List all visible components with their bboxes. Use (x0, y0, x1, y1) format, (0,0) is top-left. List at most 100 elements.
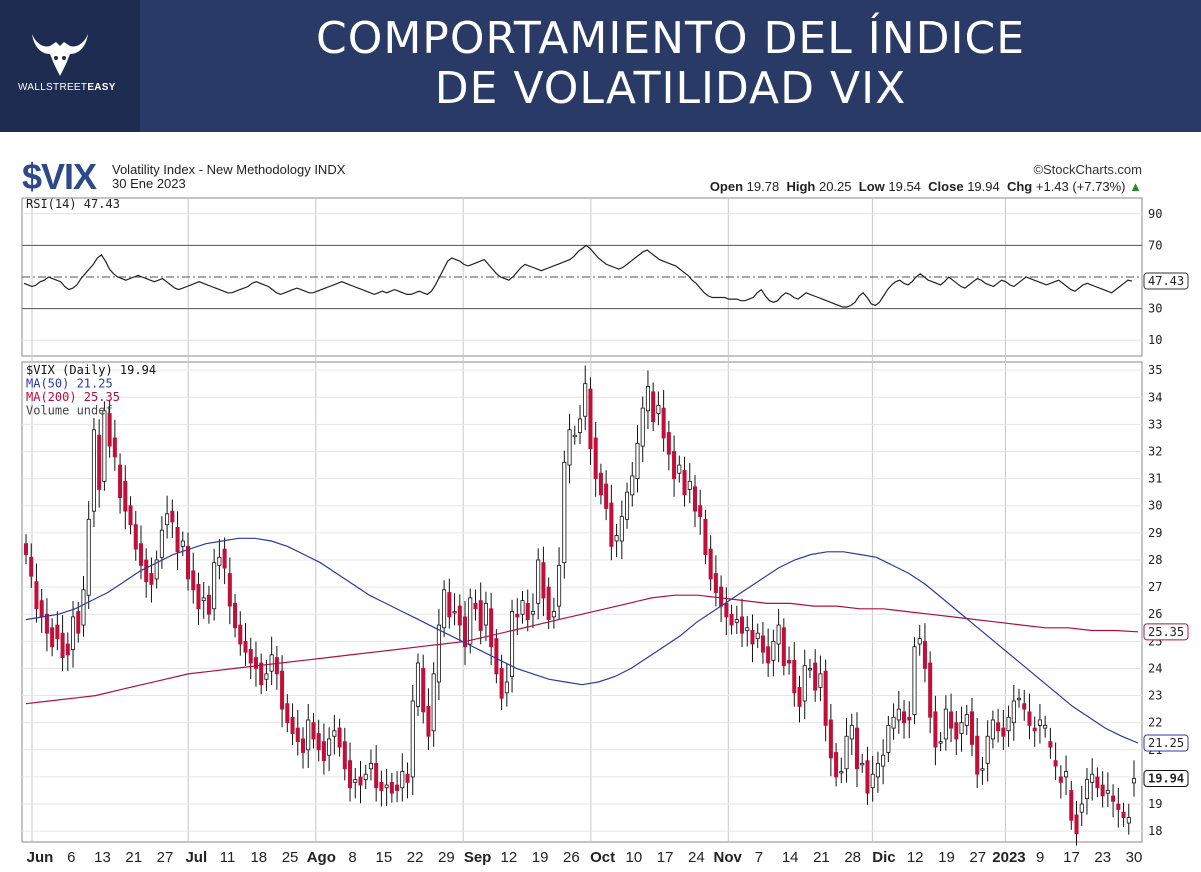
candle-down (321, 741, 326, 762)
candle-up (677, 464, 682, 474)
open-value: 19.78 (746, 179, 780, 194)
ticker-symbol: $VIX (22, 156, 97, 197)
candle-down (1022, 703, 1027, 710)
candle-down (1069, 790, 1074, 821)
date-tick-label: Jul (185, 849, 207, 866)
stockcharts-credit: ©StockCharts.com (1033, 162, 1142, 177)
candle-up (745, 627, 750, 631)
date-tick-label: 2023 (992, 849, 1025, 866)
candle-down (666, 432, 671, 455)
candle-down (546, 586, 551, 621)
candle-up (1006, 716, 1011, 732)
candle-down (285, 703, 290, 724)
date-tick-label: 25 (282, 849, 299, 866)
candle-down (954, 722, 959, 740)
candle-down (175, 527, 180, 553)
candle-up (81, 589, 86, 626)
date-tick-label: 9 (1036, 849, 1044, 866)
candle-down (588, 388, 593, 450)
candle-down (300, 738, 306, 753)
candle-up (86, 518, 91, 596)
candle-up (687, 480, 692, 490)
candle-up (645, 386, 650, 412)
candle-up (368, 762, 373, 770)
candle-up (384, 784, 389, 789)
candle-up (964, 714, 969, 726)
candle-up (217, 556, 222, 566)
date-tick-label: 30 (1126, 849, 1143, 866)
low-value: 19.54 (888, 179, 921, 194)
candle-up (802, 665, 807, 702)
candle-up (1090, 773, 1095, 783)
candle-down (280, 670, 285, 710)
candle-down (243, 640, 248, 653)
rsi-tick-label: 70 (1148, 238, 1162, 252)
candle-down (933, 711, 938, 748)
date-tick-label: 8 (348, 849, 356, 866)
candle-up (875, 762, 880, 778)
candle-down (922, 640, 927, 669)
candle-down (253, 657, 258, 669)
candle-up (870, 773, 875, 789)
candle-down (478, 600, 483, 631)
candle-up (755, 632, 760, 640)
candle-up (530, 611, 535, 615)
price-tick-label: 27 (1148, 580, 1162, 594)
candle-up (306, 719, 311, 751)
candle-down (50, 627, 55, 648)
candle-up (557, 564, 562, 607)
candle-up (483, 602, 488, 626)
date-tick-label: 18 (250, 849, 267, 866)
candle-up (640, 407, 645, 447)
date-tick-label: Ago (307, 849, 336, 866)
candle-up (551, 611, 556, 618)
candle-up (990, 719, 995, 740)
candle-up (102, 410, 107, 482)
candle-up (442, 589, 447, 629)
ma200-line (25, 594, 1139, 705)
candle-down (60, 632, 65, 658)
candle-down (405, 773, 410, 783)
price-tick-label: 26 (1148, 607, 1162, 621)
candle-up (400, 771, 405, 789)
logo-panel: WALLSTREETEASY (0, 0, 140, 132)
candle-down (494, 638, 499, 675)
candle-down (44, 613, 49, 634)
price-tick-label: 35 (1148, 363, 1162, 377)
date-tick-label: 22 (407, 849, 424, 866)
candle-down (1048, 741, 1053, 748)
candle-down (996, 722, 1001, 732)
candle-up (1131, 778, 1137, 784)
candle-up (504, 681, 509, 694)
candle-down (34, 581, 39, 610)
candle-down (1100, 784, 1105, 797)
candle-up (1037, 719, 1042, 726)
price-tick-label: 29 (1148, 526, 1162, 540)
date-tick-label: 6 (67, 849, 75, 866)
date-tick-label: 23 (1094, 849, 1111, 866)
candle-up (896, 708, 901, 721)
candle-up (943, 708, 948, 740)
candle-down (1027, 711, 1032, 726)
ohlc-readout: Open 19.78 High 20.25 Low 19.54 Close 19… (709, 179, 1142, 194)
candle-up (917, 638, 922, 645)
candle-up (452, 611, 457, 614)
candle-down (342, 741, 347, 770)
candle-up (572, 434, 577, 438)
candle-down (112, 437, 117, 458)
candle-up (410, 700, 415, 778)
candle-down (854, 727, 860, 770)
price-tick-label: 18 (1148, 824, 1162, 838)
candle-down (274, 657, 279, 675)
candle-down (750, 630, 755, 645)
candle-down (724, 602, 729, 618)
candle-up (938, 741, 943, 744)
candle-up (577, 418, 583, 433)
candle-down (144, 559, 149, 583)
price-tick-label: 31 (1148, 472, 1162, 486)
candle-down (123, 480, 128, 512)
candle-down (1058, 776, 1063, 783)
candle-down (928, 662, 933, 718)
date-tick-label: 26 (563, 849, 580, 866)
page-title-line-2: DE VOLATILIDAD VIX (434, 63, 907, 114)
